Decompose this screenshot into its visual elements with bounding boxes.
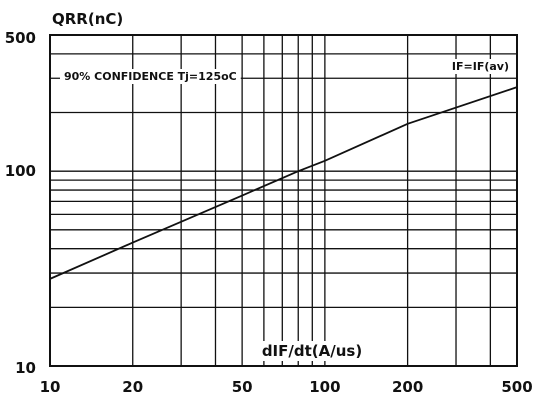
annotation-series-label-group: IF=IF(av): [448, 59, 512, 74]
x-axis-label-group: dIF/dt(A/us): [257, 341, 367, 361]
series-group: [49, 86, 518, 280]
annotation-confidence: 90% CONFIDENCE Tj=125oC: [64, 70, 237, 83]
x-axis-label: dIF/dt(A/us): [262, 342, 362, 360]
y-axis-label: QRR(nC): [52, 10, 123, 28]
plot-frame: [49, 34, 518, 367]
x-tick-labels: 10 20 50 100 200 500: [40, 378, 533, 396]
x-tick-label-100: 100: [309, 378, 340, 396]
y-tick-label-500: 500: [5, 29, 36, 47]
y-tick-label-10: 10: [15, 359, 36, 377]
annotation-confidence-group: 90% CONFIDENCE Tj=125oC: [60, 69, 241, 84]
x-tick-label-20: 20: [122, 378, 143, 396]
grid-lines: [50, 35, 517, 366]
annotation-series-label: IF=IF(av): [452, 60, 509, 73]
x-tick-label-200: 200: [392, 378, 423, 396]
series-line-0: [49, 86, 518, 280]
y-tick-label-100: 100: [5, 162, 36, 180]
y-tick-labels: 500 100 10: [5, 29, 36, 377]
x-tick-label-500: 500: [501, 378, 532, 396]
x-tick-label-50: 50: [232, 378, 253, 396]
x-tick-label-10: 10: [40, 378, 61, 396]
